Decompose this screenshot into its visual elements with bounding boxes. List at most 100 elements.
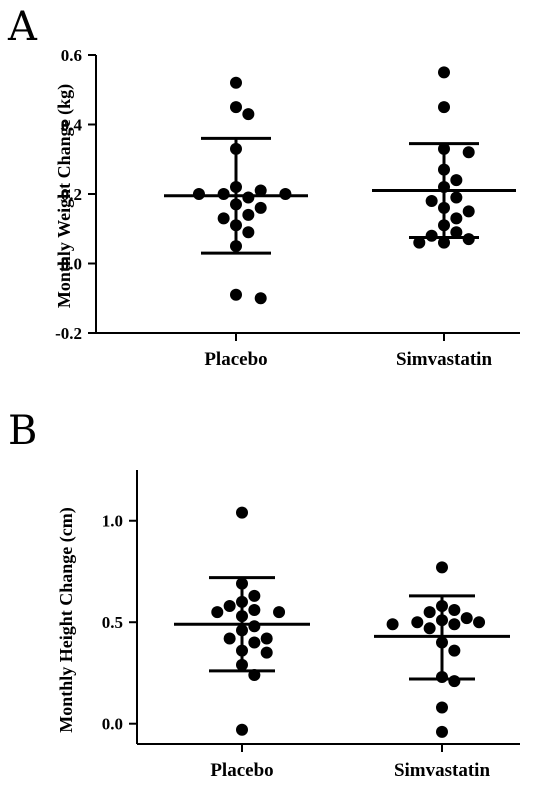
data-point	[279, 188, 292, 200]
data-point	[223, 632, 236, 645]
data-point	[248, 668, 261, 681]
data-point	[242, 208, 255, 221]
data-point	[436, 636, 448, 649]
panel-a-y-tick-label: -0.2	[55, 324, 82, 343]
data-point	[230, 198, 242, 211]
panel-b: B 0.0 0.5 1.0 Placebo Simvastatin Monthly H…	[8, 408, 520, 781]
panel-a-category-label: Simvastatin	[396, 349, 493, 370]
data-point	[425, 229, 438, 242]
panel-a-y-axis-title: Monthly Weight Change (kg)	[54, 84, 75, 308]
data-point	[242, 108, 255, 121]
panel-a-y-tick-label: 0.4	[61, 116, 83, 135]
data-point	[438, 219, 450, 232]
data-point	[254, 292, 267, 305]
data-point	[438, 236, 450, 249]
panel-a-series-placebo	[164, 76, 308, 305]
data-point	[248, 604, 261, 617]
data-point	[450, 212, 463, 225]
data-point	[230, 142, 242, 155]
panel-b-category-label: Placebo	[210, 760, 273, 781]
data-point	[248, 589, 261, 602]
data-point	[438, 142, 450, 155]
data-point	[236, 506, 248, 519]
panel-b-series-simvastatin	[374, 561, 510, 738]
data-point	[448, 604, 461, 617]
data-point	[236, 595, 248, 608]
panel-b-y-axis-title: Monthly Height Change (cm)	[56, 507, 77, 732]
panel-b-plot-area	[174, 506, 510, 738]
data-point	[448, 675, 461, 688]
panel-a-y-tick-label: 0.6	[61, 46, 82, 65]
data-point	[236, 658, 248, 671]
data-point	[230, 240, 242, 253]
panel-a-y-tick-label: 0.2	[61, 185, 82, 204]
data-point	[217, 188, 230, 200]
data-point	[425, 194, 438, 207]
panel-a-category-label: Placebo	[204, 349, 267, 370]
data-point	[436, 725, 448, 738]
data-point	[254, 184, 267, 197]
data-point	[436, 671, 448, 684]
data-point	[386, 618, 399, 631]
data-point	[230, 76, 242, 89]
panel-a-y-tick-label: 0.0	[61, 255, 82, 274]
data-point	[242, 191, 255, 204]
data-point	[423, 606, 436, 619]
data-point	[236, 644, 248, 657]
panel-a-plot-area	[164, 66, 516, 305]
data-point	[460, 612, 473, 625]
data-point	[438, 66, 450, 79]
data-point	[436, 561, 448, 574]
data-point	[462, 233, 475, 246]
panel-a-y-axis: -0.2 0.0 0.2 0.4 0.6	[55, 46, 97, 343]
data-point	[448, 618, 461, 631]
data-point	[436, 701, 448, 714]
data-point	[462, 205, 475, 218]
data-point	[217, 212, 230, 225]
data-point	[273, 606, 286, 619]
data-point	[230, 181, 242, 194]
data-point	[223, 599, 236, 612]
panel-a-label: A	[7, 4, 38, 50]
data-point	[230, 101, 242, 114]
panel-a: A -0.2 0.0 0.2 0.4 0.6 Placebo Simvastatin Mo…	[7, 4, 520, 370]
panel-b-label: B	[8, 408, 37, 454]
panel-b-y-tick-label: 1.0	[102, 512, 123, 531]
data-point	[242, 226, 255, 239]
panel-b-category-label: Simvastatin	[394, 760, 491, 781]
data-point	[236, 723, 248, 736]
data-point	[438, 101, 450, 114]
data-point	[236, 624, 248, 637]
data-point	[438, 163, 450, 176]
panel-b-x-axis: Placebo Simvastatin	[137, 743, 520, 781]
data-point	[260, 632, 273, 645]
panel-a-x-axis: Placebo Simvastatin	[96, 332, 520, 370]
data-point	[450, 226, 463, 239]
data-point	[211, 606, 224, 619]
data-point	[248, 620, 261, 633]
panel-b-y-axis: 0.0 0.5 1.0	[102, 470, 138, 744]
data-point	[230, 288, 242, 301]
data-point	[236, 610, 248, 623]
data-point	[473, 616, 486, 629]
data-point	[413, 236, 426, 249]
panel-b-y-tick-label: 0.5	[102, 613, 123, 632]
data-point	[411, 616, 424, 629]
data-point	[450, 191, 463, 204]
data-point	[192, 188, 205, 200]
panel-a-series-simvastatin	[372, 66, 516, 249]
data-point	[436, 614, 448, 627]
panel-b-series-placebo	[174, 506, 310, 736]
data-point	[248, 636, 261, 649]
data-point	[254, 201, 267, 214]
data-point	[448, 644, 461, 657]
data-point	[260, 646, 273, 659]
data-point	[423, 622, 436, 635]
data-point	[438, 181, 450, 194]
data-point	[230, 219, 242, 232]
data-point	[438, 201, 450, 214]
data-point	[436, 599, 448, 612]
data-point	[236, 577, 248, 590]
data-point	[450, 174, 463, 187]
